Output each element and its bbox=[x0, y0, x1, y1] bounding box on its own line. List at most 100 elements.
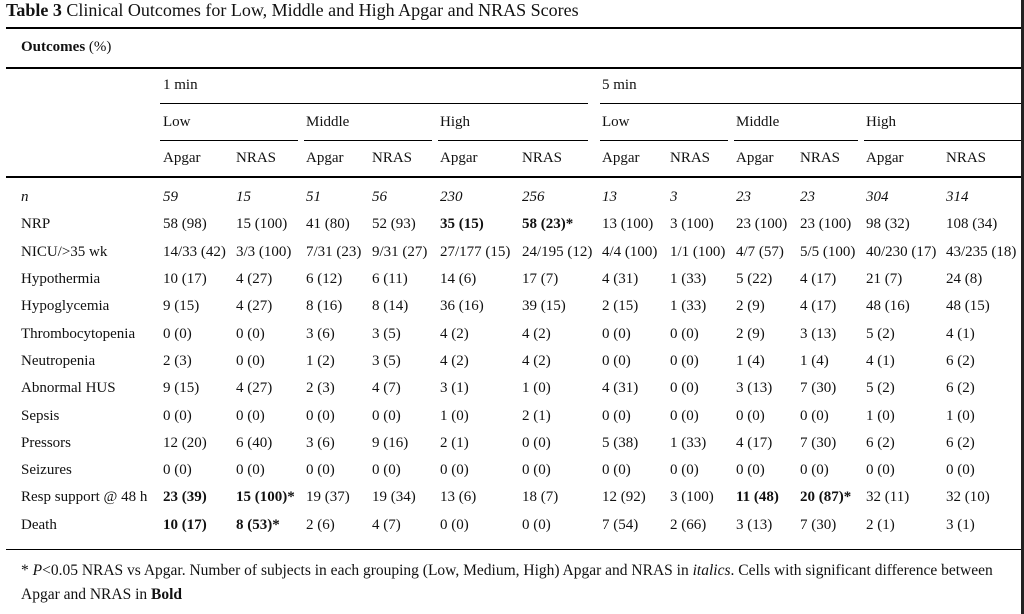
rule-middle-1min bbox=[304, 140, 432, 141]
table-cell: 0 (0) bbox=[372, 407, 401, 424]
table-cell: 4 (1) bbox=[946, 325, 975, 342]
table-cell: 8 (53)* bbox=[236, 516, 280, 533]
table-cell: 0 (0) bbox=[236, 325, 265, 342]
table-row: Hypoglycemia 9 (15) 4 (27) 8 (16) 8 (14) 36 (… bbox=[0, 293, 1024, 320]
table-cell: 3 (6) bbox=[306, 434, 335, 451]
time-header-1min: 1 min bbox=[163, 77, 198, 93]
table-cell: 0 (0) bbox=[236, 407, 265, 424]
row-label: Death bbox=[21, 516, 57, 533]
row-label: Thrombocytopenia bbox=[21, 325, 136, 342]
row-label: Hypoglycemia bbox=[21, 298, 110, 315]
group-low-5min: Low bbox=[602, 114, 630, 130]
table-cell: 0 (0) bbox=[440, 516, 469, 533]
score-nras: NRAS bbox=[236, 150, 277, 166]
table-cell: 2 (66) bbox=[670, 516, 707, 533]
row-label: Abnormal HUS bbox=[21, 380, 116, 397]
table-cell: 0 (0) bbox=[306, 407, 335, 424]
table-row: NICU/>35 wk 14/33 (42) 3/3 (100) 7/31 (23) 9… bbox=[0, 239, 1024, 266]
table-cell: 9 (16) bbox=[372, 434, 409, 451]
time-header-5min: 5 min bbox=[602, 77, 637, 93]
table-cell: 0 (0) bbox=[800, 407, 829, 424]
table-cell: 0 (0) bbox=[670, 462, 699, 479]
table-cell: 5 (2) bbox=[866, 380, 895, 397]
table-cell: 3 (13) bbox=[736, 516, 773, 533]
row-label: NICU/>35 wk bbox=[21, 243, 108, 260]
column-header-rule bbox=[6, 176, 1022, 178]
table-cell: 4 (1) bbox=[866, 352, 895, 369]
table-cell: 9 (15) bbox=[163, 298, 200, 315]
table-cell: 58 (98) bbox=[163, 216, 207, 233]
table-body: n 59 15 51 56 230 256 13 3 23 23 304 314 NRP 58 (98) 15… bbox=[0, 184, 1024, 539]
table-cell: 3 (100) bbox=[670, 216, 714, 233]
table-cell: 3 (100) bbox=[670, 489, 714, 506]
table-row: Pressors 12 (20) 6 (40) 3 (6) 9 (16) 2 (1) 0 (… bbox=[0, 430, 1024, 457]
table-cell: 0 (0) bbox=[670, 380, 699, 397]
table-cell: 7 (30) bbox=[800, 516, 837, 533]
table-cell: 6 (2) bbox=[946, 434, 975, 451]
rule-1min bbox=[160, 103, 588, 104]
table-cell: 1 (0) bbox=[946, 407, 975, 424]
row-label: Resp support @ 48 h bbox=[21, 489, 148, 506]
table-cell: 2 (1) bbox=[440, 434, 469, 451]
table-cell: 11 (48) bbox=[736, 489, 779, 506]
table-cell: 3 (1) bbox=[440, 380, 469, 397]
table-cell: 98 (32) bbox=[866, 216, 910, 233]
table-cell: 0 (0) bbox=[670, 325, 699, 342]
score-nras: NRAS bbox=[946, 150, 987, 166]
table-cell: 5 (2) bbox=[866, 325, 895, 342]
table-cell: 27/177 (15) bbox=[440, 243, 511, 260]
table-cell: 48 (15) bbox=[946, 298, 990, 315]
table-cell: 0 (0) bbox=[306, 462, 335, 479]
table-cell: 4 (27) bbox=[236, 271, 273, 288]
table-cell: 0 (0) bbox=[163, 407, 192, 424]
table-cell: 2 (3) bbox=[306, 380, 335, 397]
table-cell: 32 (11) bbox=[866, 489, 910, 506]
table-cell: 1 (4) bbox=[736, 352, 765, 369]
table-row: Resp support @ 48 h 23 (39) 15 (100)* 19 (3… bbox=[0, 484, 1024, 511]
table-cell: 2 (3) bbox=[163, 352, 192, 369]
table-cell: 15 (100)* bbox=[236, 489, 295, 506]
rule-5min bbox=[600, 103, 1022, 104]
table-cell: 23 bbox=[736, 189, 751, 206]
table-cell: 2 (6) bbox=[306, 516, 335, 533]
table-cell: 4 (7) bbox=[372, 516, 401, 533]
table-cell: 8 (16) bbox=[306, 298, 343, 315]
table-cell: 4 (2) bbox=[522, 352, 551, 369]
footnote-part1: <0.05 NRAS vs Apgar. Number of subjects … bbox=[42, 562, 689, 579]
table-cell: 4 (17) bbox=[800, 271, 837, 288]
table-row: Sepsis 0 (0) 0 (0) 0 (0) 0 (0) 1 (0) 2 (1) 0 (0… bbox=[0, 402, 1024, 429]
table-cell: 4 (2) bbox=[440, 325, 469, 342]
table-cell: 2 (1) bbox=[866, 516, 895, 533]
table-cell: 52 (93) bbox=[372, 216, 416, 233]
table-cell: 314 bbox=[946, 189, 969, 206]
table-cell: 1 (33) bbox=[670, 298, 707, 315]
table-cell: 6 (2) bbox=[946, 380, 975, 397]
bottom-rule bbox=[6, 549, 1022, 550]
table-cell: 43/235 (18) bbox=[946, 243, 1017, 260]
table-cell: 24 (8) bbox=[946, 271, 983, 288]
table-cell: 0 (0) bbox=[440, 462, 469, 479]
table-cell: 1 (4) bbox=[800, 352, 829, 369]
table-cell: 0 (0) bbox=[522, 516, 551, 533]
table-cell: 4 (27) bbox=[236, 298, 273, 315]
table-cell: 3 (13) bbox=[736, 380, 773, 397]
table-cell: 56 bbox=[372, 189, 387, 206]
row-label: Seizures bbox=[21, 462, 72, 479]
table-cell: 0 (0) bbox=[602, 352, 631, 369]
table-cell: 13 (100) bbox=[602, 216, 654, 233]
table-cell: 3/3 (100) bbox=[236, 243, 292, 260]
table-cell: 4 (31) bbox=[602, 380, 639, 397]
table-cell: 48 (16) bbox=[866, 298, 910, 315]
table-row: Hypothermia 10 (17) 4 (27) 6 (12) 6 (11) 14 (… bbox=[0, 266, 1024, 293]
table-cell: 13 (6) bbox=[440, 489, 477, 506]
table-cell: 2 (1) bbox=[522, 407, 551, 424]
group-high-1min: High bbox=[440, 114, 470, 130]
row-label: Pressors bbox=[21, 434, 72, 451]
table-cell: 0 (0) bbox=[736, 462, 765, 479]
table-cell: 41 (80) bbox=[306, 216, 350, 233]
table-cell: 0 (0) bbox=[946, 462, 975, 479]
table-cell: 4 (2) bbox=[522, 325, 551, 342]
group-middle-1min: Middle bbox=[306, 114, 350, 130]
table-row: Neutropenia 2 (3) 0 (0) 1 (2) 3 (5) 4 (2) 4 (2… bbox=[0, 348, 1024, 375]
group-low-1min: Low bbox=[163, 114, 191, 130]
